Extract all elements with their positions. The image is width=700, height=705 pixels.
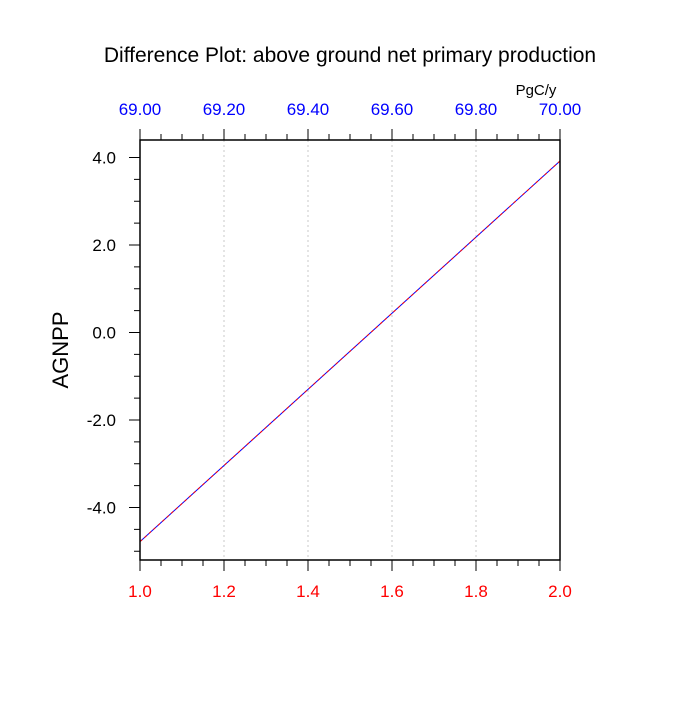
axis-ticks bbox=[129, 129, 561, 571]
tick-labels: 1.0 1.2 1.4 1.6 1.8 2.0 69.00 69.20 69.40 69.60 69… bbox=[87, 100, 582, 601]
series-line-overlay bbox=[139, 160, 561, 542]
y-tick-label: -2.0 bbox=[87, 411, 116, 430]
y-tick-label: 2.0 bbox=[92, 236, 116, 255]
x-bottom-tick-label: 1.4 bbox=[296, 582, 320, 601]
x-bottom-tick-label: 1.8 bbox=[464, 582, 488, 601]
chart-title: Difference Plot: above ground net primar… bbox=[104, 44, 596, 67]
x-bottom-tick-label: 1.2 bbox=[212, 582, 236, 601]
vertical-gridlines bbox=[223, 140, 477, 560]
units-label: PgC/y bbox=[516, 82, 557, 99]
x-bottom-tick-label: 2.0 bbox=[548, 582, 572, 601]
x-top-tick-label: 69.00 bbox=[119, 100, 162, 119]
x-top-tick-label: 70.00 bbox=[539, 100, 582, 119]
x-top-tick-label: 69.40 bbox=[287, 100, 330, 119]
y-tick-label: 4.0 bbox=[92, 149, 116, 168]
x-bottom-tick-label: 1.6 bbox=[380, 582, 404, 601]
data-series bbox=[139, 160, 561, 542]
x-top-tick-label: 69.60 bbox=[371, 100, 414, 119]
x-top-tick-label: 69.20 bbox=[203, 100, 246, 119]
x-top-tick-label: 69.80 bbox=[455, 100, 498, 119]
plot-frame bbox=[139, 139, 561, 561]
y-tick-label: 0.0 bbox=[92, 324, 116, 343]
y-axis-label: AGNPP bbox=[48, 311, 73, 388]
x-bottom-tick-label: 1.0 bbox=[128, 582, 152, 601]
y-tick-label: -4.0 bbox=[87, 499, 116, 518]
